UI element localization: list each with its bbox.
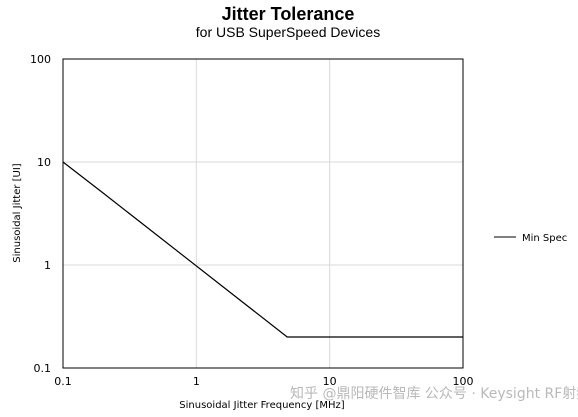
y-axis-label: Sinusoidal Jitter [UI] — [12, 163, 23, 263]
series-layer — [62, 161, 463, 338]
x-tick-label: 10 — [323, 375, 337, 388]
y-tick-label: 10 — [37, 156, 51, 169]
x-tick-label: 100 — [453, 375, 474, 388]
tick-labels: 0.1 1 10 100 0.1 1 10 100 — [30, 53, 474, 388]
series-line-min-spec — [62, 161, 463, 338]
plot-area-border — [62, 58, 464, 369]
x-axis-label: Sinusoidal Jitter Frequency [MHz] — [179, 400, 344, 411]
chart-subtitle: for USB SuperSpeed Devices — [196, 24, 380, 40]
y-tick-label: 0.1 — [34, 362, 52, 375]
grid-lines — [63, 59, 463, 368]
x-tick-label: 1 — [193, 375, 200, 388]
y-tick-label: 1 — [44, 259, 51, 272]
y-tick-label: 100 — [30, 53, 51, 66]
chart-title: Jitter Tolerance — [222, 4, 355, 24]
legend-label-min-spec: Min Spec — [522, 233, 567, 244]
watermark-text: 知乎 @鼎阳硬件智库 公众号 · Keysight RF射频测试资料分享 — [290, 385, 578, 402]
legend: Min Spec — [494, 233, 567, 244]
x-tick-label: 0.1 — [54, 375, 72, 388]
